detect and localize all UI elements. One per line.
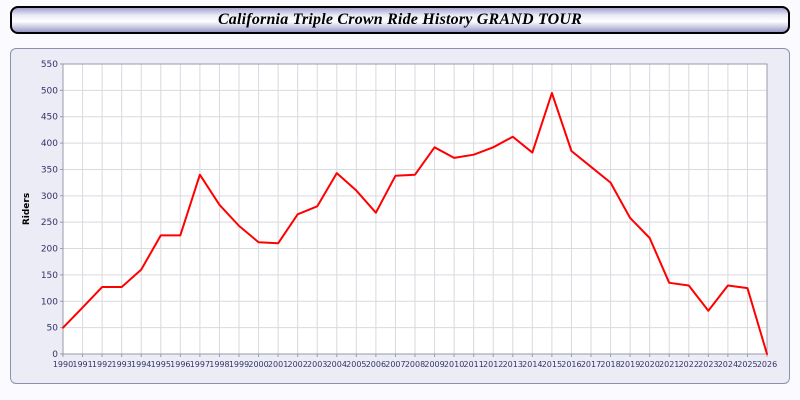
- svg-text:450: 450: [41, 113, 58, 123]
- svg-text:2011: 2011: [463, 360, 483, 369]
- svg-text:2025: 2025: [737, 360, 757, 369]
- svg-text:2022: 2022: [679, 360, 699, 369]
- svg-text:2021: 2021: [659, 360, 679, 369]
- gridlines: [62, 63, 768, 355]
- svg-text:400: 400: [41, 139, 58, 149]
- svg-text:2013: 2013: [503, 360, 523, 369]
- chart-title-bar: California Triple Crown Ride History GRA…: [10, 6, 790, 34]
- svg-text:1995: 1995: [151, 360, 171, 369]
- svg-text:300: 300: [41, 192, 58, 202]
- riders-line-chart: 0 50 100 150 200 250 300 350 400 450 500 550 1990 199…: [17, 52, 783, 380]
- svg-text:2016: 2016: [561, 360, 581, 369]
- svg-text:200: 200: [41, 245, 58, 255]
- x-axis-tick-labels: 1990 1991 1992 1993 1994 1995 1996 1997 1998 1999…: [53, 354, 777, 369]
- svg-text:2019: 2019: [620, 360, 640, 369]
- svg-text:2017: 2017: [581, 360, 601, 369]
- svg-text:2023: 2023: [698, 360, 718, 369]
- svg-text:2024: 2024: [718, 360, 738, 369]
- svg-text:2020: 2020: [639, 360, 659, 369]
- svg-text:2003: 2003: [307, 360, 327, 369]
- svg-text:2015: 2015: [542, 360, 562, 369]
- svg-text:1999: 1999: [229, 360, 249, 369]
- svg-text:100: 100: [41, 297, 58, 307]
- svg-text:2008: 2008: [405, 360, 425, 369]
- svg-text:250: 250: [41, 218, 58, 228]
- svg-text:2002: 2002: [287, 360, 307, 369]
- svg-text:1996: 1996: [170, 360, 190, 369]
- y-axis-title: Riders: [22, 193, 32, 225]
- svg-text:2001: 2001: [268, 360, 288, 369]
- svg-text:1994: 1994: [131, 360, 151, 369]
- svg-text:2009: 2009: [424, 360, 444, 369]
- page-title: California Triple Crown Ride History GRA…: [217, 11, 583, 28]
- svg-text:2018: 2018: [600, 360, 620, 369]
- riders-series-line: [62, 92, 768, 355]
- svg-text:150: 150: [41, 271, 58, 281]
- svg-text:1990: 1990: [53, 360, 73, 369]
- svg-text:2026: 2026: [757, 360, 777, 369]
- svg-text:1993: 1993: [111, 360, 131, 369]
- svg-text:350: 350: [41, 165, 58, 175]
- svg-text:2004: 2004: [327, 360, 347, 369]
- y-axis-tick-labels: 0 50 100 150 200 250 300 350 400 450 500 550: [41, 60, 63, 360]
- svg-text:1997: 1997: [190, 360, 210, 369]
- svg-text:2000: 2000: [248, 360, 268, 369]
- svg-text:2006: 2006: [366, 360, 386, 369]
- svg-text:0: 0: [52, 350, 58, 360]
- svg-text:2010: 2010: [444, 360, 464, 369]
- svg-text:1991: 1991: [72, 360, 92, 369]
- chart-panel: 0 50 100 150 200 250 300 350 400 450 500 550 1990 199…: [10, 48, 790, 384]
- svg-text:1992: 1992: [92, 360, 112, 369]
- svg-text:1998: 1998: [209, 360, 229, 369]
- svg-text:2007: 2007: [385, 360, 405, 369]
- svg-text:550: 550: [41, 60, 58, 70]
- svg-text:2014: 2014: [522, 360, 542, 369]
- svg-text:50: 50: [47, 324, 59, 334]
- svg-text:2005: 2005: [346, 360, 366, 369]
- svg-text:2012: 2012: [483, 360, 503, 369]
- svg-text:500: 500: [41, 86, 58, 96]
